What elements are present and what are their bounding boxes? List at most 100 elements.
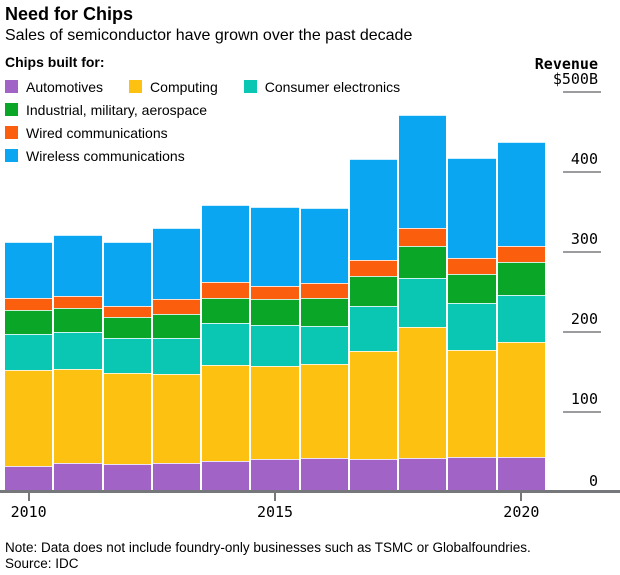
bar-2012 — [103, 242, 151, 492]
legend-label-wired-communications: Wired communications — [26, 124, 168, 141]
y-tick-label-400: 400 — [570, 150, 598, 168]
legend-row-4: Wireless communications — [5, 144, 426, 167]
segment-wired-communications-2014 — [202, 281, 250, 299]
source-label: Source: IDC — [5, 556, 79, 571]
legend-item-consumer-electronics: Consumer electronics — [243, 78, 401, 95]
x-tick-label-2015: 2015 — [256, 503, 294, 521]
segment-wireless-communications-2016 — [300, 208, 348, 284]
y-tick-label-200: 200 — [570, 310, 598, 328]
segment-consumer-electronics-2012 — [103, 337, 151, 373]
chart-title: Need for Chips — [5, 4, 134, 24]
computing-swatch-icon — [129, 80, 143, 93]
segment-wired-communications-2012 — [103, 305, 151, 317]
chart-subtitle: Sales of semiconductor have grown over t… — [5, 27, 413, 44]
wireless-communications-swatch-icon — [5, 149, 18, 162]
y-tick-line-100 — [563, 411, 601, 413]
segment-wired-communications-2019 — [448, 258, 496, 274]
segment-wireless-communications-2015 — [251, 207, 299, 287]
legend: Automotives Computing Consumer electronics… — [5, 75, 426, 167]
segment-consumer-electronics-2014 — [202, 323, 250, 365]
legend-label-wireless-communications: Wireless communications — [26, 147, 185, 164]
segment-automotives-2013 — [152, 463, 201, 492]
segment-wireless-communications-2019 — [448, 158, 496, 259]
automotives-swatch-icon — [5, 80, 18, 93]
segment-automotives-2012 — [103, 464, 151, 492]
x-tick-2020 — [520, 492, 523, 501]
segment-computing-2019 — [448, 349, 496, 457]
segment-computing-2020 — [497, 342, 545, 457]
x-tick-2010 — [27, 492, 30, 501]
y-tick-line-400 — [563, 171, 601, 173]
bar-2011 — [54, 235, 102, 492]
segment-wired-communications-2018 — [399, 228, 447, 247]
segment-automotives-2020 — [497, 456, 545, 492]
legend-row-1: Automotives Computing Consumer electronics — [5, 75, 426, 98]
segment-wired-communications-2016 — [300, 283, 348, 299]
segment-wired-communications-2011 — [54, 296, 102, 309]
segment-wireless-communications-2018 — [399, 115, 447, 229]
segment-wireless-communications-2017 — [349, 159, 398, 261]
legend-item-wired-communications: Wired communications — [5, 125, 168, 141]
segment-computing-2012 — [103, 372, 151, 464]
segment-consumer-electronics-2013 — [152, 338, 201, 374]
plot-area — [5, 0, 545, 492]
y-axis-title: Revenue — [534, 55, 598, 73]
legend-label-computing: Computing — [150, 78, 218, 95]
segment-wireless-communications-2011 — [54, 235, 102, 297]
bar-2020 — [497, 142, 545, 492]
segment-computing-2015 — [251, 366, 299, 460]
y-tick-label-0: 0 — [588, 472, 598, 490]
segment-industrial-military-aerospace-2018 — [399, 246, 447, 278]
y-tick-label-100: 100 — [570, 390, 598, 408]
legend-item-wireless-communications: Wireless communications — [5, 148, 185, 164]
legend-row-3: Wired communications — [5, 121, 426, 144]
bar-2014 — [202, 204, 250, 492]
legend-heading: Chips built for: — [5, 54, 105, 70]
footnote: Note: Data does not include foundry-only… — [5, 540, 531, 555]
segment-industrial-military-aerospace-2019 — [448, 273, 496, 304]
legend-label-industrial-military-aerospace: Industrial, military, aerospace — [26, 101, 208, 118]
segment-computing-2011 — [54, 368, 102, 464]
segment-wired-communications-2015 — [251, 286, 299, 300]
industrial-military-aerospace-swatch-icon — [5, 103, 18, 116]
segment-wired-communications-2020 — [497, 245, 545, 262]
legend-item-automotives: Automotives — [5, 79, 103, 95]
x-tick-label-2010: 2010 — [10, 503, 47, 521]
segment-industrial-military-aerospace-2016 — [300, 298, 348, 326]
segment-automotives-2019 — [448, 456, 496, 492]
bar-2016 — [300, 208, 348, 492]
segment-automotives-2017 — [349, 459, 398, 492]
y-tick-line-200 — [563, 331, 601, 333]
segment-consumer-electronics-2017 — [349, 305, 398, 352]
segment-wireless-communications-2020 — [497, 142, 545, 246]
segment-consumer-electronics-2016 — [300, 325, 348, 365]
consumer-electronics-swatch-icon — [243, 80, 257, 93]
segment-wireless-communications-2013 — [152, 228, 201, 300]
legend-label-automotives: Automotives — [26, 78, 104, 95]
legend-item-industrial-military-aerospace: Industrial, military, aerospace — [5, 102, 207, 118]
y-tick-line-500 — [563, 91, 601, 93]
y-tick-line-300 — [563, 251, 601, 253]
segment-industrial-military-aerospace-2017 — [349, 276, 398, 306]
segment-industrial-military-aerospace-2012 — [103, 316, 151, 338]
segment-computing-2017 — [349, 351, 398, 460]
segment-industrial-military-aerospace-2020 — [497, 261, 545, 296]
segment-wired-communications-2017 — [349, 260, 398, 277]
segment-automotives-2010 — [5, 465, 53, 492]
legend-label-consumer-electronics: Consumer electronics — [264, 78, 401, 95]
segment-computing-2016 — [300, 364, 348, 458]
bar-2010 — [5, 242, 53, 492]
segment-computing-2014 — [202, 364, 250, 461]
segment-wired-communications-2010 — [5, 298, 53, 310]
segment-consumer-electronics-2020 — [497, 295, 545, 343]
legend-item-computing: Computing — [129, 79, 218, 95]
bar-2018 — [399, 115, 447, 492]
segment-computing-2010 — [5, 369, 53, 466]
bar-2015 — [251, 207, 299, 492]
segment-wireless-communications-2014 — [202, 204, 250, 282]
segment-industrial-military-aerospace-2014 — [202, 298, 250, 324]
segment-industrial-military-aerospace-2011 — [54, 308, 102, 333]
segment-wireless-communications-2012 — [103, 242, 151, 306]
legend-row-2: Industrial, military, aerospace — [5, 98, 426, 121]
bar-2013 — [152, 228, 201, 492]
